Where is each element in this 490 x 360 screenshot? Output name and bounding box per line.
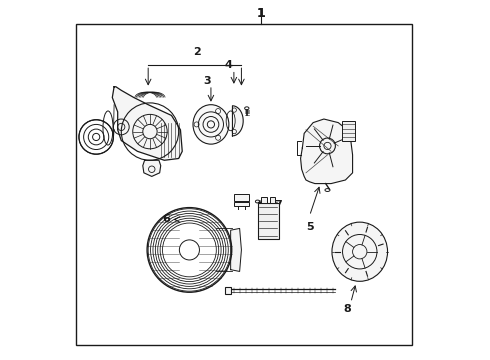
Bar	[234, 194, 248, 201]
Bar	[261, 197, 267, 203]
Text: 5: 5	[306, 222, 314, 231]
Text: 7: 7	[274, 200, 282, 210]
Bar	[234, 202, 248, 206]
Bar	[258, 203, 279, 239]
Bar	[225, 287, 231, 294]
Text: 1: 1	[257, 7, 266, 20]
Bar	[270, 197, 275, 203]
Text: 2: 2	[193, 47, 200, 57]
Ellipse shape	[193, 105, 229, 144]
Bar	[342, 121, 355, 140]
Polygon shape	[231, 228, 242, 271]
Ellipse shape	[332, 222, 388, 281]
Text: 4: 4	[225, 59, 233, 69]
Polygon shape	[112, 87, 182, 160]
Polygon shape	[143, 160, 161, 176]
Text: 3: 3	[203, 76, 211, 86]
Polygon shape	[232, 106, 243, 136]
Bar	[76, 24, 412, 345]
Polygon shape	[300, 119, 353, 184]
Text: 6: 6	[162, 215, 170, 224]
Text: 8: 8	[343, 304, 351, 314]
Text: 1: 1	[257, 7, 266, 20]
